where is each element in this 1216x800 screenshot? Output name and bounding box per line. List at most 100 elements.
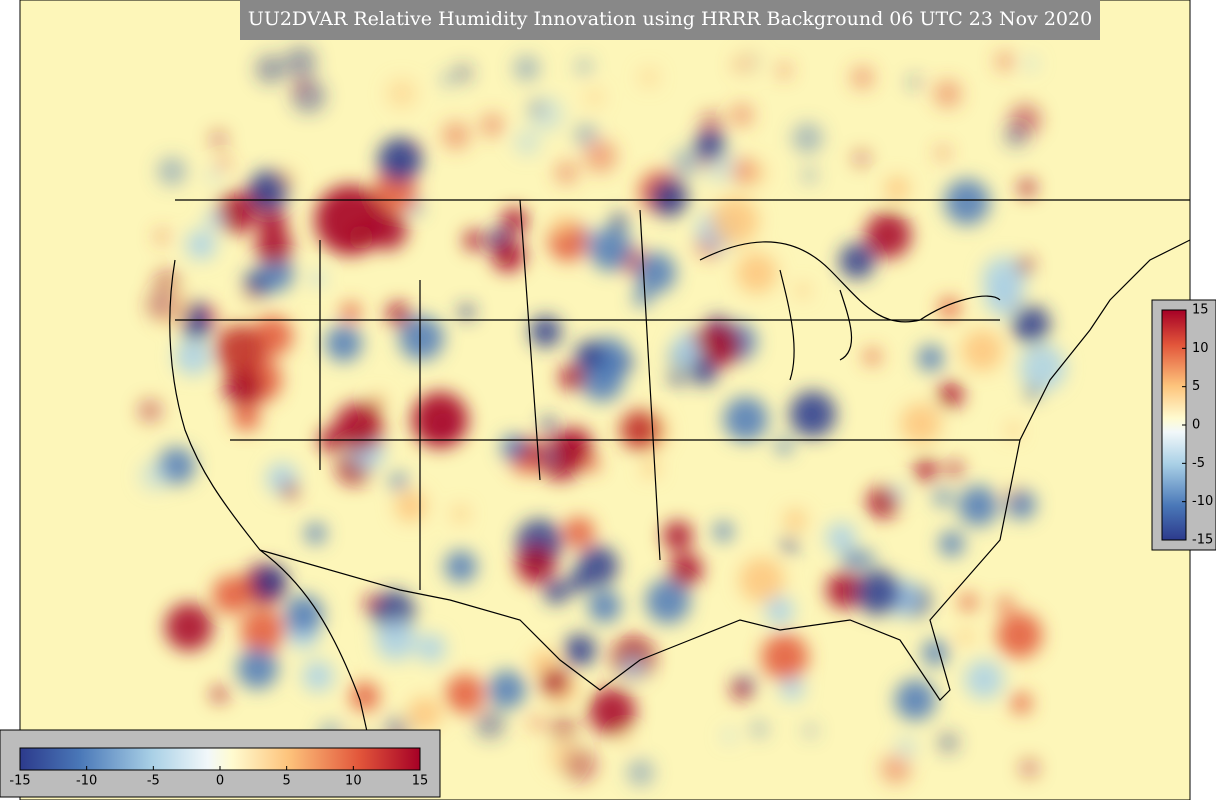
- field-blob: [553, 215, 574, 236]
- field-blob: [1020, 759, 1039, 778]
- field-blob: [350, 682, 380, 712]
- field-blob: [154, 229, 170, 245]
- field-blob: [1017, 257, 1034, 274]
- field-blob: [611, 213, 628, 229]
- field-blob: [900, 403, 942, 445]
- field-blob: [440, 73, 455, 87]
- field-blob: [500, 434, 526, 460]
- colorbar-tick-label: 0: [216, 774, 224, 789]
- field-blob: [248, 170, 290, 211]
- field-blob: [779, 675, 805, 701]
- field-blob: [563, 633, 597, 667]
- field-blob: [782, 538, 797, 553]
- field-blob: [236, 647, 279, 690]
- field-blob: [375, 619, 417, 661]
- field-blob: [739, 557, 785, 603]
- field-blob: [315, 185, 385, 255]
- field-blob: [803, 724, 817, 738]
- field-blob: [914, 458, 938, 482]
- field-blob: [964, 660, 1004, 699]
- colorbar-tick-label: -15: [9, 774, 30, 789]
- field-blob: [961, 329, 1004, 372]
- colorbar-tick-label: 15: [412, 774, 429, 789]
- field-blob: [516, 544, 556, 585]
- field-blob: [984, 278, 1023, 316]
- field-blob: [729, 103, 754, 128]
- field-blob: [174, 338, 212, 376]
- field-blob: [529, 101, 545, 116]
- field-blob: [479, 112, 505, 138]
- field-blob: [395, 490, 427, 522]
- field-blob: [325, 325, 362, 362]
- field-blob: [669, 553, 703, 587]
- field-blob: [302, 660, 334, 692]
- field-blob: [855, 569, 901, 615]
- field-blob: [544, 579, 569, 605]
- field-blob: [1023, 56, 1039, 71]
- field-blob: [556, 427, 593, 464]
- field-blob: [549, 714, 578, 743]
- field-blob: [452, 506, 469, 522]
- field-blob: [722, 729, 737, 744]
- colorbar-tick-label: 15: [1192, 303, 1209, 318]
- field-blob: [281, 482, 298, 499]
- field-blob: [997, 596, 1013, 613]
- field-blob: [567, 571, 590, 593]
- field-blob: [1026, 386, 1040, 399]
- field-blob: [695, 130, 725, 160]
- field-blob: [157, 156, 187, 186]
- field-blob: [958, 629, 973, 644]
- field-blob: [563, 517, 595, 548]
- field-blob: [254, 564, 288, 598]
- field-blob: [165, 603, 213, 651]
- field-blob: [958, 485, 999, 527]
- field-blob: [1018, 179, 1036, 197]
- field-blob: [959, 593, 977, 611]
- field-blob: [575, 58, 592, 75]
- field-blob: [491, 238, 525, 272]
- field-blob: [408, 696, 442, 731]
- field-blob: [894, 679, 936, 721]
- field-blob: [463, 230, 485, 251]
- field-blob: [211, 686, 227, 702]
- field-blob: [891, 486, 905, 500]
- field-blob: [864, 349, 880, 365]
- field-blob: [792, 122, 823, 154]
- field-blob: [850, 66, 875, 90]
- field-blob: [583, 455, 600, 472]
- colorbar-tick-label: -10: [1192, 494, 1213, 509]
- field-blob: [583, 139, 618, 173]
- field-blob: [618, 731, 633, 747]
- field-blob: [574, 123, 598, 147]
- field-blob: [305, 523, 326, 544]
- field-blob: [622, 656, 644, 678]
- field-blob: [858, 550, 875, 567]
- field-blob: [642, 460, 660, 477]
- field-blob: [865, 212, 912, 259]
- boundaries: [169, 199, 1190, 791]
- field-blob: [528, 714, 545, 731]
- field-blob: [255, 54, 286, 85]
- field-blob: [589, 227, 633, 271]
- field-blob: [575, 340, 605, 370]
- field-blob: [908, 76, 922, 89]
- field-blob: [842, 549, 862, 569]
- field-blob: [1012, 305, 1051, 344]
- field-blob: [713, 522, 733, 542]
- field-blob: [215, 155, 232, 172]
- field-blob: [412, 392, 468, 448]
- colorbar-tick-label: 10: [1192, 341, 1209, 356]
- field-blob: [699, 324, 742, 367]
- field-blob: [445, 674, 485, 714]
- field-blob: [711, 197, 759, 245]
- field-blob: [626, 759, 655, 787]
- colorbar-tick-label: 10: [345, 774, 362, 789]
- field-blob: [634, 252, 676, 294]
- field-blob: [559, 364, 586, 391]
- field-blob: [284, 594, 324, 635]
- field-blob: [186, 229, 217, 260]
- field-blob: [588, 688, 636, 735]
- field-blob: [917, 345, 944, 372]
- field-blob: [839, 242, 876, 279]
